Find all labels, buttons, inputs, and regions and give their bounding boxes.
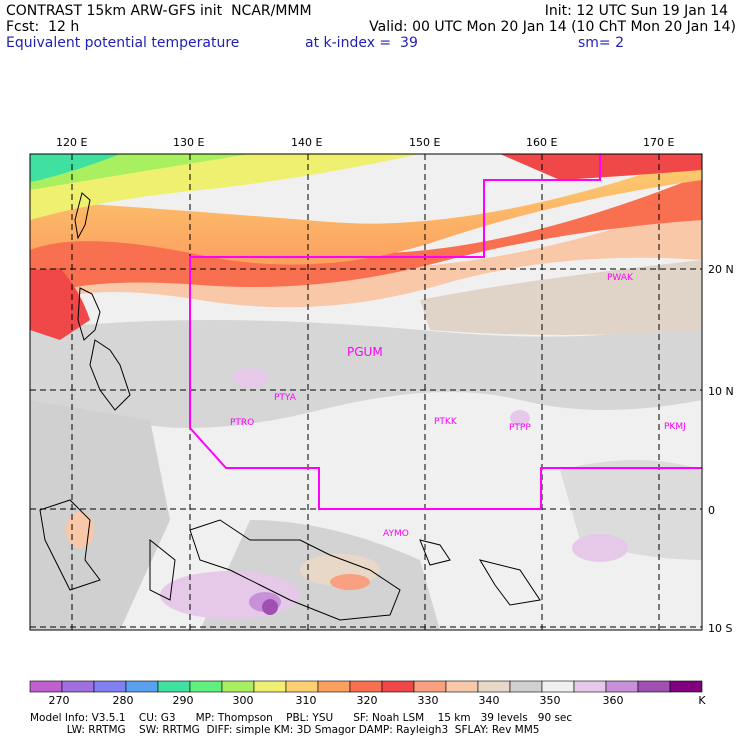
colorbar-label: 270 [48, 694, 70, 707]
colorbar-label: 360 [602, 694, 624, 707]
lat-tick: 10 N [708, 385, 734, 398]
colorbar-label: 340 [478, 694, 500, 707]
lon-tick: 170 E [643, 136, 675, 149]
colorbar-label: 290 [172, 694, 194, 707]
header-smoothing: sm= 2 [578, 35, 625, 51]
lon-tick: 160 E [526, 136, 558, 149]
header-init: Init: 12 UTC Sun 19 Jan 14 [544, 3, 728, 19]
lon-tick: 130 E [173, 136, 205, 149]
station-pgum: PGUM [347, 345, 383, 359]
station-ptro: PTRO [230, 418, 255, 428]
header-level: at k-index = 39 [305, 35, 418, 51]
colorbar-label: 320 [356, 694, 378, 707]
colorbar-label: 330 [417, 694, 439, 707]
station-pkmj: PKMJ [664, 422, 686, 432]
lon-tick: 120 E [56, 136, 88, 149]
station-ptya: PTYA [274, 393, 296, 403]
station-pwak: PWAK [607, 273, 633, 283]
station-ptpp: PTPP [509, 423, 531, 433]
colorbar-label: 350 [539, 694, 561, 707]
header-field: Equivalent potential temperature [6, 35, 240, 51]
model-info-line1: Model Info: V3.5.1 CU: G3 MP: Thompson P… [30, 712, 573, 724]
coastlines [39, 192, 541, 621]
lat-tick: 0 [708, 504, 715, 517]
model-info-line2: LW: RRTMG SW: RRTMG DIFF: simple KM: 3D … [30, 724, 540, 736]
station-ptkk: PTKK [434, 417, 457, 427]
colorbar-label: 310 [295, 694, 317, 707]
lat-tick: 20 N [708, 263, 734, 276]
header-valid: Valid: 00 UTC Mon 20 Jan 14 (10 ChT Mon … [369, 19, 736, 35]
header-title: CONTRAST 15km ARW-GFS init NCAR/MMM [6, 3, 312, 19]
colorbar-label: 280 [112, 694, 134, 707]
header-forecast: Fcst: 12 h [6, 19, 80, 35]
lon-tick: 140 E [291, 136, 323, 149]
lat-tick: 10 S [708, 622, 733, 635]
colorbar-label: 300 [232, 694, 254, 707]
region-boundary [189, 154, 702, 510]
station-aymo: AYMO [383, 529, 409, 539]
colorbar-unit: K [698, 694, 706, 707]
lon-tick: 150 E [409, 136, 441, 149]
